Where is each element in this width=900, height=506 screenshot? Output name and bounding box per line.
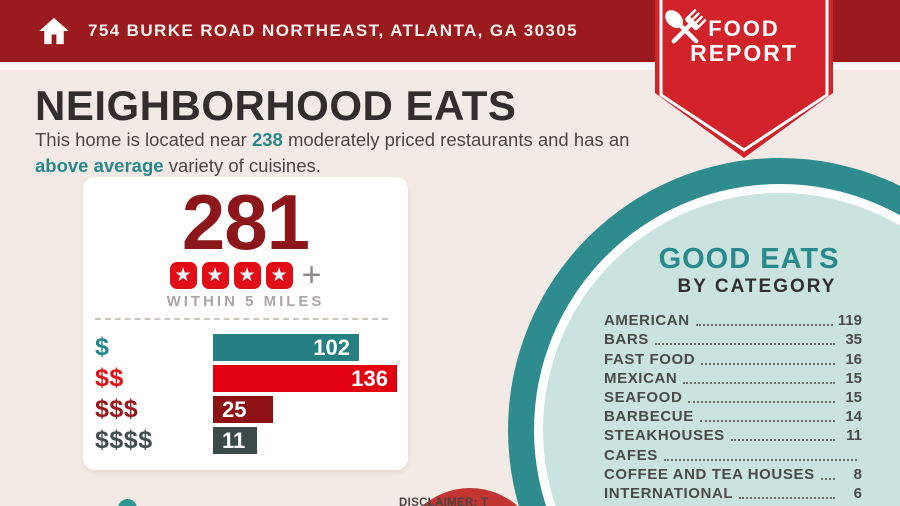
price-tier-label: $$$ (95, 395, 139, 423)
category-row: FAST FOOD 16 (604, 349, 862, 368)
star-icon: ★ (201, 261, 229, 289)
header-underline (0, 62, 900, 70)
category-label: SEAFOOD (604, 388, 683, 406)
category-label: CAFES (604, 446, 658, 464)
dotted-leader (699, 420, 835, 423)
price-tier-bar: 25 (213, 396, 273, 423)
category-value: 15 (845, 369, 862, 387)
category-row: BARS 35 (604, 330, 862, 349)
star-icon: ★ (233, 261, 261, 289)
dotted-leader (654, 343, 835, 346)
category-label: OTHER (604, 504, 660, 506)
category-label: STEAKHOUSES (604, 427, 725, 445)
category-row: CAFES (604, 445, 862, 464)
category-label: MEXICAN (604, 369, 678, 387)
dotted-leader (695, 324, 833, 327)
bar-row: $102 (83, 332, 408, 363)
price-tier-label: $ (95, 333, 110, 361)
category-label: BARBECUE (604, 408, 694, 426)
plus-icon: + (301, 256, 322, 294)
category-value: 8 (853, 465, 862, 483)
price-tier-bar: 136 (213, 365, 397, 392)
category-row: AMERICAN 119 (604, 311, 862, 330)
star-icon: ★ (169, 261, 197, 289)
category-list: AMERICAN 119 BARS 35 FAST FOOD 16 MEXICAN 15 SEA… (604, 311, 862, 506)
price-tier-bar: 11 (213, 427, 257, 454)
dotted-leader (820, 477, 835, 480)
category-value: 11 (846, 427, 862, 445)
intro-post: variety of cuisines. (163, 154, 321, 176)
category-value: 6 (853, 484, 862, 502)
price-bars: $102 $$ 136 $$$ 25 $$$$ 11 (83, 332, 408, 456)
good-eats-subtitle: BY CATEGORY (677, 276, 837, 297)
category-label: AMERICAN (604, 312, 690, 330)
price-tier-bar: 102 (213, 334, 359, 361)
ribbon-shape (655, 0, 833, 158)
variety-highlight: above average (35, 154, 164, 176)
price-tier-label: $$$$ (95, 426, 153, 454)
bar-row: $$$$ 11 (83, 425, 408, 456)
category-row: STEAKHOUSES 11 (604, 426, 862, 445)
category-value: 16 (845, 350, 862, 368)
dotted-leader (739, 496, 835, 499)
dotted-leader (683, 381, 835, 384)
category-row: BARBECUE 14 (604, 407, 862, 426)
property-address: 754 BURKE ROAD NORTHEAST, ATLANTA, GA 30… (88, 21, 578, 40)
food-report-ribbon: FOOD REPORT (655, 0, 833, 160)
category-label: COFFEE AND TEA HOUSES (604, 465, 815, 483)
bar-row: $$ 136 (83, 363, 408, 394)
category-value: 15 (845, 388, 862, 406)
dotted-leader (701, 362, 835, 365)
category-row: COFFEE AND TEA HOUSES 8 (604, 465, 862, 484)
miles-caption: WITHIN 5 MILES (166, 293, 325, 310)
category-label: BARS (604, 331, 649, 349)
bar-row: $$$ 25 (83, 394, 408, 425)
category-label: FAST FOOD (604, 350, 696, 368)
category-row: OTHER 13 (604, 503, 862, 506)
category-row: SEAFOOD 15 (604, 388, 862, 407)
divider (95, 318, 388, 320)
total-restaurants: 281 (181, 178, 310, 266)
category-value: 119 (837, 312, 862, 330)
good-eats-title: GOOD EATS (658, 243, 840, 275)
ribbon-title-line2: REPORT (690, 40, 798, 66)
bar-value: 136 (351, 365, 388, 391)
bar-value: 11 (222, 427, 246, 453)
intro-pre: This home is located near (35, 129, 252, 150)
intro-mid: moderately priced restaurants and has an (282, 129, 630, 150)
crossed-spoon-fork-icon (665, 9, 707, 44)
intro-text: This home is located near 238 moderately… (35, 127, 660, 178)
restaurant-count: 238 (251, 129, 283, 150)
bar-value: 102 (313, 334, 350, 360)
category-value: 35 (845, 331, 862, 349)
category-value: 14 (845, 408, 862, 426)
category-label: INTERNATIONAL (604, 484, 734, 502)
home-icon (39, 17, 69, 45)
restaurant-stat-card: 281 ★ ★ ★ ★ + WITHIN 5 MILES $102 $$ 136 $$$ 25 $… (83, 177, 408, 470)
star-icon: ★ (265, 261, 293, 289)
bar-value: 25 (222, 396, 247, 422)
stars-row: ★ ★ ★ ★ + (83, 256, 408, 294)
dotted-leader (688, 400, 835, 403)
category-row: INTERNATIONAL 6 (604, 484, 862, 503)
good-eats-panel: GOOD EATS BY CATEGORY AMERICAN 119 BARS 35 F… (604, 243, 862, 506)
price-tier-label: $$ (95, 364, 124, 392)
dotted-leader (730, 439, 835, 442)
category-value: 13 (840, 504, 862, 506)
ribbon-title-line1: FOOD (708, 16, 780, 41)
dotted-leader (663, 458, 857, 461)
disclaimer-text: DISCLAIMER: T (399, 497, 489, 506)
category-row: MEXICAN 15 (604, 369, 862, 388)
page-title: NEIGHBORHOOD EATS (35, 82, 517, 129)
teal-bullet-dot (118, 499, 137, 506)
